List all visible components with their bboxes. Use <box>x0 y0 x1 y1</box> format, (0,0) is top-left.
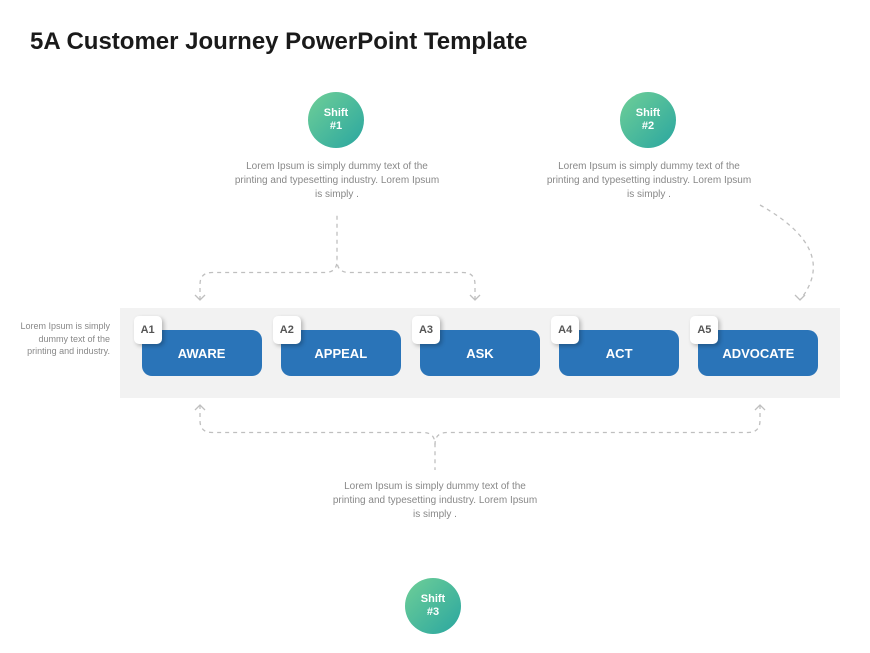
shift-2-line1: Shift <box>636 107 660 120</box>
shift-2-line2: #2 <box>642 120 654 133</box>
stage-a5: ADVOCATEA5 <box>698 330 818 376</box>
shift-3-line1: Shift <box>421 593 445 606</box>
shift-2-desc: Lorem Ipsum is simply dummy text of the … <box>544 160 754 202</box>
stage-label: AWARE <box>178 346 226 361</box>
stage-a2: APPEALA2 <box>281 330 401 376</box>
shift-3-desc: Lorem Ipsum is simply dummy text of the … <box>330 480 540 522</box>
shift-1-desc: Lorem Ipsum is simply dummy text of the … <box>232 160 442 202</box>
stage-label: ACT <box>606 346 633 361</box>
stage-tag: A5 <box>690 316 718 344</box>
shift-3-line2: #3 <box>427 606 439 619</box>
shift-1-circle: Shift #1 <box>308 92 364 148</box>
stage-tag: A2 <box>273 316 301 344</box>
stage-a3: ASKA3 <box>420 330 540 376</box>
stage-label: ASK <box>466 346 493 361</box>
stage-tag: A1 <box>134 316 162 344</box>
side-label: Lorem Ipsum is simply dummy text of the … <box>20 320 110 358</box>
shift-1-line1: Shift <box>324 107 348 120</box>
stage-tag: A4 <box>551 316 579 344</box>
shift-2-circle: Shift #2 <box>620 92 676 148</box>
stage-label: APPEAL <box>314 346 367 361</box>
page-title: 5A Customer Journey PowerPoint Template <box>30 28 527 56</box>
stage-tag: A3 <box>412 316 440 344</box>
stage-a1: AWAREA1 <box>142 330 262 376</box>
stage-label: ADVOCATE <box>722 346 794 361</box>
stage-a4: ACTA4 <box>559 330 679 376</box>
shift-1-line2: #1 <box>330 120 342 133</box>
stage-bar: AWAREA1APPEALA2ASKA3ACTA4ADVOCATEA5 <box>120 308 840 398</box>
shift-3-circle: Shift #3 <box>405 578 461 634</box>
